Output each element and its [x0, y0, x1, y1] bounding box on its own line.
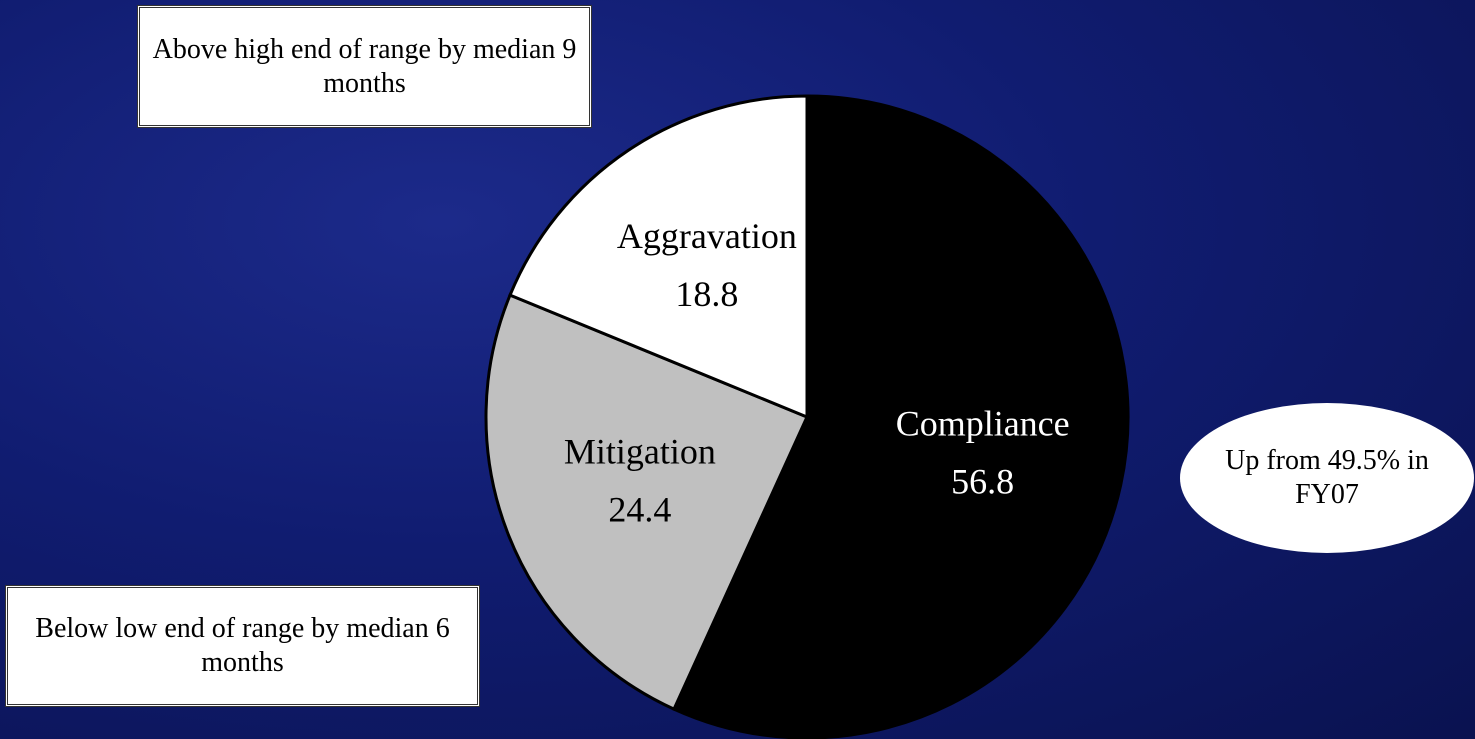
annotation-box: Below low end of range by median 6 month…	[5, 585, 480, 707]
slice-value: 24.4	[608, 489, 671, 529]
annotation-ellipse: Up from 49.5% in FY07	[1180, 403, 1474, 553]
annotation-box: Above high end of range by median 9 mont…	[137, 5, 592, 128]
slice-value: 18.8	[675, 274, 738, 314]
pie-slice	[671, 94, 1130, 739]
slice-label: Compliance	[896, 403, 1070, 443]
pie-slice	[484, 293, 810, 712]
slice-label: Aggravation	[617, 216, 797, 256]
pie-slice	[508, 94, 809, 420]
slice-value: 56.8	[951, 461, 1014, 501]
slice-label: Mitigation	[564, 431, 716, 471]
